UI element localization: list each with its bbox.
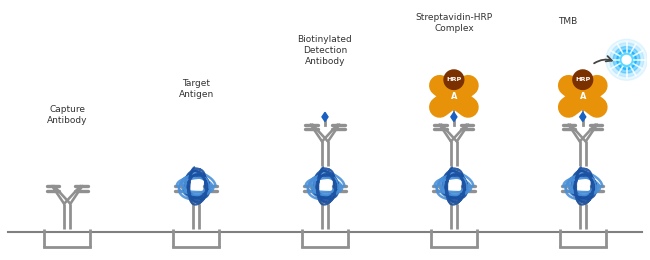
Text: A: A [450, 92, 457, 101]
Circle shape [444, 70, 463, 89]
Circle shape [613, 47, 640, 73]
Polygon shape [580, 112, 586, 121]
Text: Streptavidin-HRP
Complex: Streptavidin-HRP Complex [415, 13, 493, 33]
Circle shape [610, 43, 644, 77]
Text: A: A [580, 92, 586, 101]
Circle shape [617, 50, 636, 69]
Text: Capture
Antibody: Capture Antibody [47, 105, 88, 125]
Text: HRP: HRP [575, 77, 590, 82]
Text: Target
Antigen: Target Antigen [179, 79, 214, 100]
Text: HRP: HRP [447, 77, 461, 82]
Polygon shape [322, 112, 328, 121]
Text: Biotinylated
Detection
Antibody: Biotinylated Detection Antibody [298, 35, 352, 66]
Polygon shape [451, 112, 457, 121]
Text: TMB: TMB [558, 17, 578, 26]
Circle shape [606, 39, 647, 80]
Circle shape [622, 55, 631, 64]
Circle shape [619, 53, 634, 67]
Circle shape [573, 70, 593, 89]
